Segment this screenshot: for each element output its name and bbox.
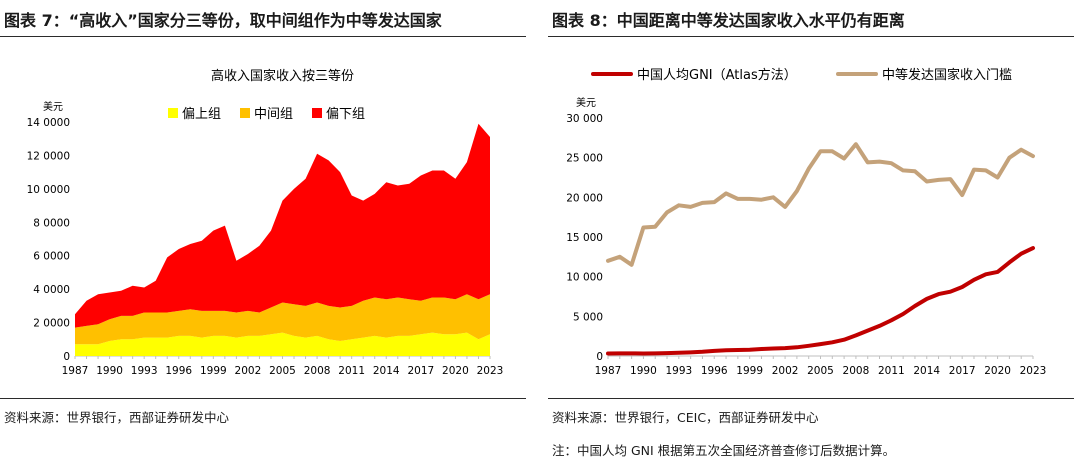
x-tick-label: 2011 — [878, 365, 905, 377]
y-tick-label: 5 000 — [573, 311, 603, 323]
x-tick-label: 2005 — [269, 365, 296, 377]
y-tick-label: 10 0000 — [27, 184, 70, 196]
x-tick-label: 1987 — [595, 365, 622, 377]
x-tick-label: 1993 — [131, 365, 158, 377]
legend-swatch — [168, 108, 178, 118]
x-tick-label: 1993 — [665, 365, 692, 377]
figure-7-top-rule — [0, 36, 526, 37]
x-tick-label: 2020 — [442, 365, 469, 377]
y-tick-label: 30 000 — [566, 113, 603, 125]
y-tick-label: 10 000 — [566, 272, 603, 284]
x-tick-label: 2002 — [772, 365, 799, 377]
x-tick-label: 2008 — [304, 365, 331, 377]
x-tick-label: 2017 — [949, 365, 976, 377]
figure-7-bottom-rule — [0, 398, 526, 399]
figure-7-source: 资料来源：世界银行，西部证券研发中心 — [4, 410, 230, 425]
y-axis-unit-label: 美元 — [43, 100, 63, 113]
figure-7-panel: 图表 7：“高收入”国家分三等份，取中间组作为中等发达国家 高收入国家收入按三等… — [0, 0, 530, 470]
y-tick-label: 0 — [63, 351, 70, 363]
x-tick-label: 1996 — [165, 365, 192, 377]
y-tick-label: 2 0000 — [33, 318, 70, 330]
figure-8-note: 注：中国人均 GNI 根据第五次全国经济普查修订后数据计算。 — [552, 443, 896, 458]
figure-8-title: 图表 8：中国距离中等发达国家收入水平仍有距离 — [552, 11, 905, 30]
figure-8-panel: 图表 8：中国距离中等发达国家收入水平仍有距离 美元 0 5 000 10 000 15… — [548, 0, 1078, 470]
x-tick-label: 1987 — [62, 365, 89, 377]
x-tick-label: 2023 — [477, 365, 504, 377]
figure-8-bottom-rule — [548, 398, 1074, 399]
y-tick-label: 4 0000 — [33, 284, 70, 296]
y-tick-label: 12 0000 — [27, 150, 70, 162]
area-series-1 — [75, 332, 490, 356]
legend-label: 中间组 — [254, 107, 293, 122]
legend-label: 中国人均GNI（Atlas方法） — [637, 67, 797, 83]
x-tick-label: 1990 — [96, 365, 123, 377]
legend-label: 偏下组 — [326, 107, 365, 122]
x-tick-label: 2017 — [407, 365, 434, 377]
y-tick-label: 0 — [596, 351, 603, 363]
x-tick-label: 1990 — [630, 365, 657, 377]
area-series-2 — [75, 294, 490, 345]
x-tick-label: 2008 — [843, 365, 870, 377]
y-tick-label: 20 000 — [566, 192, 603, 204]
y-tick-label: 6 0000 — [33, 251, 70, 263]
y-axis-unit-label: 美元 — [576, 96, 596, 109]
figure-7-title: 图表 7：“高收入”国家分三等份，取中间组作为中等发达国家 — [4, 11, 442, 30]
x-tick-label: 1999 — [736, 365, 763, 377]
x-tick-label: 2023 — [1020, 365, 1047, 377]
x-tick-label: 2011 — [338, 365, 365, 377]
legend-swatch — [312, 108, 322, 118]
x-tick-label: 1996 — [701, 365, 728, 377]
x-tick-label: 2020 — [984, 365, 1011, 377]
y-tick-label: 14 0000 — [27, 117, 70, 129]
figure-8-top-rule — [548, 36, 1074, 37]
x-tick-label: 1999 — [200, 365, 227, 377]
y-tick-label: 25 000 — [566, 153, 603, 165]
line-series-1 — [606, 246, 1035, 356]
legend-label: 中等发达国家收入门槛 — [882, 67, 1012, 83]
figure-8-source: 资料来源：世界银行，CEIC，西部证券研发中心 — [552, 410, 819, 425]
area-series-3 — [75, 123, 490, 328]
legend-label: 偏上组 — [182, 107, 221, 122]
y-tick-label: 15 000 — [566, 232, 603, 244]
chart-title: 高收入国家收入按三等份 — [211, 68, 354, 84]
x-tick-label: 2014 — [373, 365, 400, 377]
x-tick-label: 2005 — [807, 365, 834, 377]
y-tick-label: 8 0000 — [33, 217, 70, 229]
line-chart: 美元 0 5 000 10 000 15 000 20 000 25 000 30 000 19… — [566, 67, 1047, 377]
line-series-2 — [606, 142, 1035, 267]
x-tick-label: 2002 — [235, 365, 262, 377]
legend-swatch — [240, 108, 250, 118]
x-tick-label: 2014 — [913, 365, 940, 377]
